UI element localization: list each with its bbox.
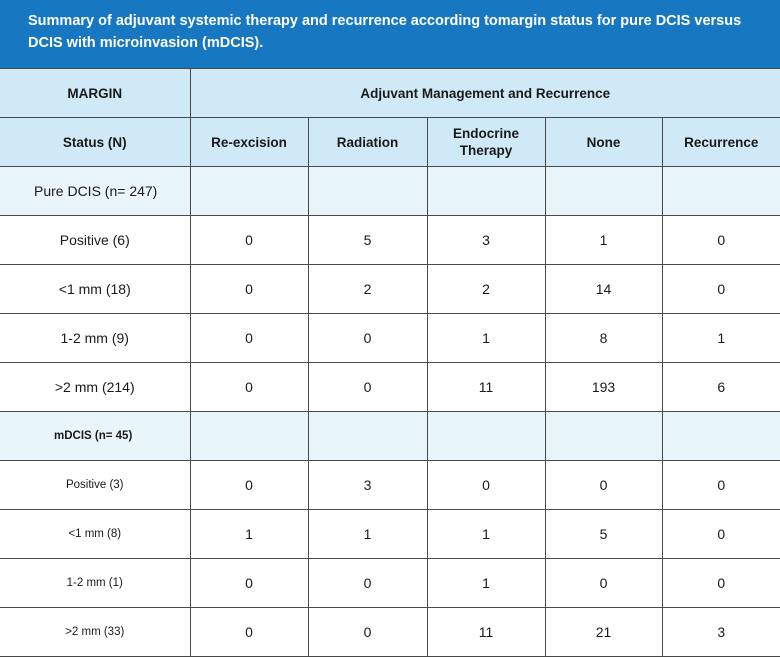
cell-re-excision: 0: [189, 362, 309, 412]
group-cell: [661, 166, 780, 216]
cell-recurrence: 0: [661, 509, 780, 559]
row-status: >2 mm (33): [0, 607, 191, 657]
cell-endocrine: 1: [426, 509, 546, 559]
management-header: Adjuvant Management and Recurrence: [189, 68, 780, 118]
cell-none: 5: [544, 509, 663, 559]
cell-radiation: 0: [307, 362, 428, 412]
row-status: >2 mm (214): [0, 362, 191, 412]
row-status: 1-2 mm (9): [0, 313, 191, 363]
cell-endocrine: 3: [426, 215, 546, 265]
group-cell: [544, 166, 663, 216]
cell-endocrine: 1: [426, 313, 546, 363]
cell-re-excision: 0: [189, 264, 309, 314]
group-cell: [426, 411, 546, 461]
cell-recurrence: 0: [661, 460, 780, 510]
cell-none: 0: [544, 558, 663, 608]
header-row-columns: Status (N) Re-excision Radiation Endocri…: [0, 117, 780, 167]
row-status: <1 mm (18): [0, 264, 191, 314]
table-row: >2 mm (214) 0 0 11 193 6: [0, 362, 780, 412]
cell-none: 193: [544, 362, 663, 412]
cell-recurrence: 0: [661, 215, 780, 265]
cell-none: 0: [544, 460, 663, 510]
cell-recurrence: 0: [661, 264, 780, 314]
cell-radiation: 2: [307, 264, 428, 314]
cell-endocrine: 1: [426, 558, 546, 608]
group-row-pure-dcis: Pure DCIS (n= 247): [0, 166, 780, 216]
column-header-status: Status (N): [0, 117, 191, 167]
group-cell: [307, 411, 428, 461]
table-row: Positive (6) 0 5 3 1 0: [0, 215, 780, 265]
table-title: Summary of adjuvant systemic therapy and…: [0, 0, 780, 68]
cell-recurrence: 0: [661, 558, 780, 608]
cell-recurrence: 3: [661, 607, 780, 657]
cell-re-excision: 1: [189, 509, 309, 559]
column-header-re-excision: Re-excision: [189, 117, 309, 167]
cell-radiation: 0: [307, 607, 428, 657]
column-header-recurrence: Recurrence: [661, 117, 780, 167]
row-status: Positive (3): [0, 460, 191, 510]
row-status: 1-2 mm (1): [0, 558, 191, 608]
cell-re-excision: 0: [189, 460, 309, 510]
table-row: >2 mm (33) 0 0 11 21 3: [0, 607, 780, 657]
cell-radiation: 0: [307, 558, 428, 608]
table-row: Positive (3) 0 3 0 0 0: [0, 460, 780, 510]
cell-recurrence: 1: [661, 313, 780, 363]
cell-radiation: 3: [307, 460, 428, 510]
group-cell: [544, 411, 663, 461]
group-cell: [661, 411, 780, 461]
group-cell: [189, 166, 309, 216]
margin-header: MARGIN: [0, 68, 191, 118]
group-row-mdcis: mDCIS (n= 45): [0, 411, 780, 461]
group-label: Pure DCIS (n= 247): [0, 166, 191, 216]
group-cell: [189, 411, 309, 461]
column-header-none: None: [544, 117, 663, 167]
cell-radiation: 5: [307, 215, 428, 265]
cell-none: 1: [544, 215, 663, 265]
group-cell: [307, 166, 428, 216]
table-row: <1 mm (18) 0 2 2 14 0: [0, 264, 780, 314]
row-status: Positive (6): [0, 215, 191, 265]
group-cell: [426, 166, 546, 216]
table-row: 1-2 mm (9) 0 0 1 8 1: [0, 313, 780, 363]
cell-re-excision: 0: [189, 215, 309, 265]
cell-re-excision: 0: [189, 558, 309, 608]
cell-re-excision: 0: [189, 313, 309, 363]
cell-none: 21: [544, 607, 663, 657]
cell-endocrine: 11: [426, 362, 546, 412]
header-row-top: MARGIN Adjuvant Management and Recurrenc…: [0, 68, 780, 118]
summary-table: MARGIN Adjuvant Management and Recurrenc…: [0, 68, 780, 657]
cell-none: 14: [544, 264, 663, 314]
group-label: mDCIS (n= 45): [0, 411, 191, 461]
cell-endocrine: 0: [426, 460, 546, 510]
cell-radiation: 0: [307, 313, 428, 363]
cell-endocrine: 2: [426, 264, 546, 314]
cell-none: 8: [544, 313, 663, 363]
cell-re-excision: 0: [189, 607, 309, 657]
row-status: <1 mm (8): [0, 509, 191, 559]
cell-radiation: 1: [307, 509, 428, 559]
cell-recurrence: 6: [661, 362, 780, 412]
cell-endocrine: 11: [426, 607, 546, 657]
endocrine-label: Endocrine Therapy: [452, 126, 519, 158]
column-header-endocrine-therapy: Endocrine Therapy: [426, 117, 546, 167]
table-row: <1 mm (8) 1 1 1 5 0: [0, 509, 780, 559]
table-row: 1-2 mm (1) 0 0 1 0 0: [0, 558, 780, 608]
column-header-radiation: Radiation: [307, 117, 428, 167]
